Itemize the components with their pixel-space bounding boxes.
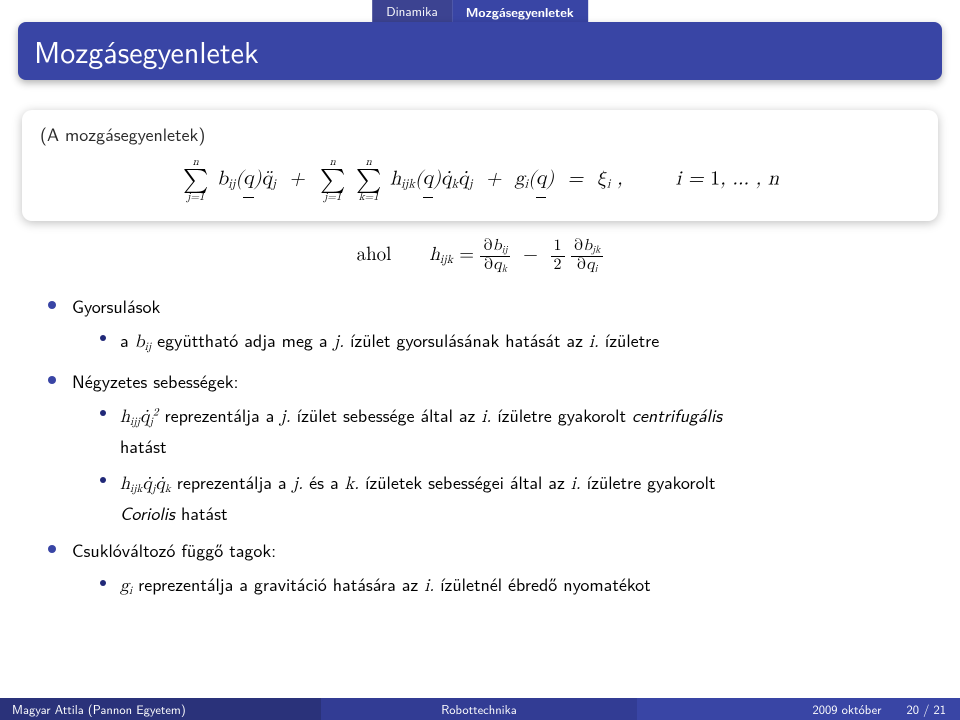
txt: ízületre (599, 326, 659, 353)
bullet-coriolis: hijkq̇jq̇k reprezentálja a j. és a k. íz… (100, 468, 938, 527)
footer-page: 20 / 21 (906, 700, 946, 718)
txt: ízületre gyakorolt (581, 468, 716, 495)
equation-caption: (A mozgásegyenletek) (40, 120, 920, 147)
idx-j: j. (280, 408, 291, 426)
centrifugal-term: centrifugális (632, 401, 722, 428)
coriolis-term: Coriolis (120, 499, 175, 526)
section-tabs: Dinamika Mozgásegyenletek (372, 0, 588, 24)
txt: és a (303, 468, 345, 495)
bullet-jointvar-head: Csuklóváltozó függő tagok: (72, 536, 276, 563)
idx-i: i. (571, 475, 581, 493)
txt: együttható adja meg a (151, 326, 333, 353)
hijk-definition: ahol hijk = ∂bij∂qk − 12 ∂bjk∂qi (22, 238, 938, 274)
slide-title-box: Mozgásegyenletek (18, 22, 942, 80)
bullet-quadratic-head: Négyzetes sebességek: (72, 367, 239, 394)
txt: reprezentálja a (171, 468, 293, 495)
txt: ízület sebessége által az (291, 401, 482, 428)
slide-body: ahol hijk = ∂bij∂qk − 12 ∂bjk∂qi Gyorsul… (22, 238, 938, 611)
equation-block: (A mozgásegyenletek) n∑j=1 bij(q)q̈j + n… (22, 110, 938, 221)
bullet-jointvar-item: gi reprezentálja a gravitáció hatására a… (100, 570, 938, 601)
footer-author: Magyar Attila (Pannon Egyetem) (0, 698, 321, 720)
idx-i: i. (589, 333, 599, 351)
idx-k: k. (345, 475, 360, 493)
footer-date: 2009 október (812, 700, 881, 718)
ahol-label: ahol (357, 245, 392, 264)
idx-j: j. (293, 475, 304, 493)
bullet-jointvar: Csuklóváltozó függő tagok: gi reprezentá… (48, 536, 938, 601)
txt: ízület gyorsulásának hatását az (344, 326, 589, 353)
main-equation: n∑j=1 bij(q)q̈j + n∑j=1 n∑k=1 hijk(q)q̇k… (40, 153, 920, 205)
txt: hatást (175, 499, 228, 526)
footer-title: Robottechnika (321, 698, 638, 720)
idx-i: i. (481, 408, 491, 426)
bullet-accel: Gyorsulások a bij együttható adja meg a … (48, 292, 938, 357)
bullet-quadratic: Négyzetes sebességek: hijjq̇j2 reprezent… (48, 367, 938, 526)
bullet-accel-item: a bij együttható adja meg a j. ízület gy… (100, 326, 938, 357)
txt: ízületek sebességei által az (359, 468, 571, 495)
idx-j: j. (334, 333, 345, 351)
tab-mozgasegy[interactable]: Mozgásegyenletek (452, 0, 588, 24)
txt: hatást (120, 432, 167, 459)
footer: Magyar Attila (Pannon Egyetem) Robottech… (0, 698, 960, 720)
footer-right: 2009 október 20 / 21 (637, 698, 960, 720)
txt: ízületnél ébredő nyomatékot (434, 570, 650, 597)
txt: reprezentálja a gravitáció hatására az (132, 570, 424, 597)
tab-dinamika[interactable]: Dinamika (372, 0, 452, 24)
txt: ízületre gyakorolt (491, 401, 632, 428)
idx-i: i. (424, 577, 434, 595)
slide-title: Mozgásegyenletek (34, 29, 259, 73)
bullet-accel-head: Gyorsulások (72, 292, 160, 319)
txt: a (120, 326, 135, 353)
txt: reprezentálja a (158, 401, 280, 428)
bullet-centrifugal: hijjq̇j2 reprezentálja a j. ízület sebes… (100, 401, 938, 460)
